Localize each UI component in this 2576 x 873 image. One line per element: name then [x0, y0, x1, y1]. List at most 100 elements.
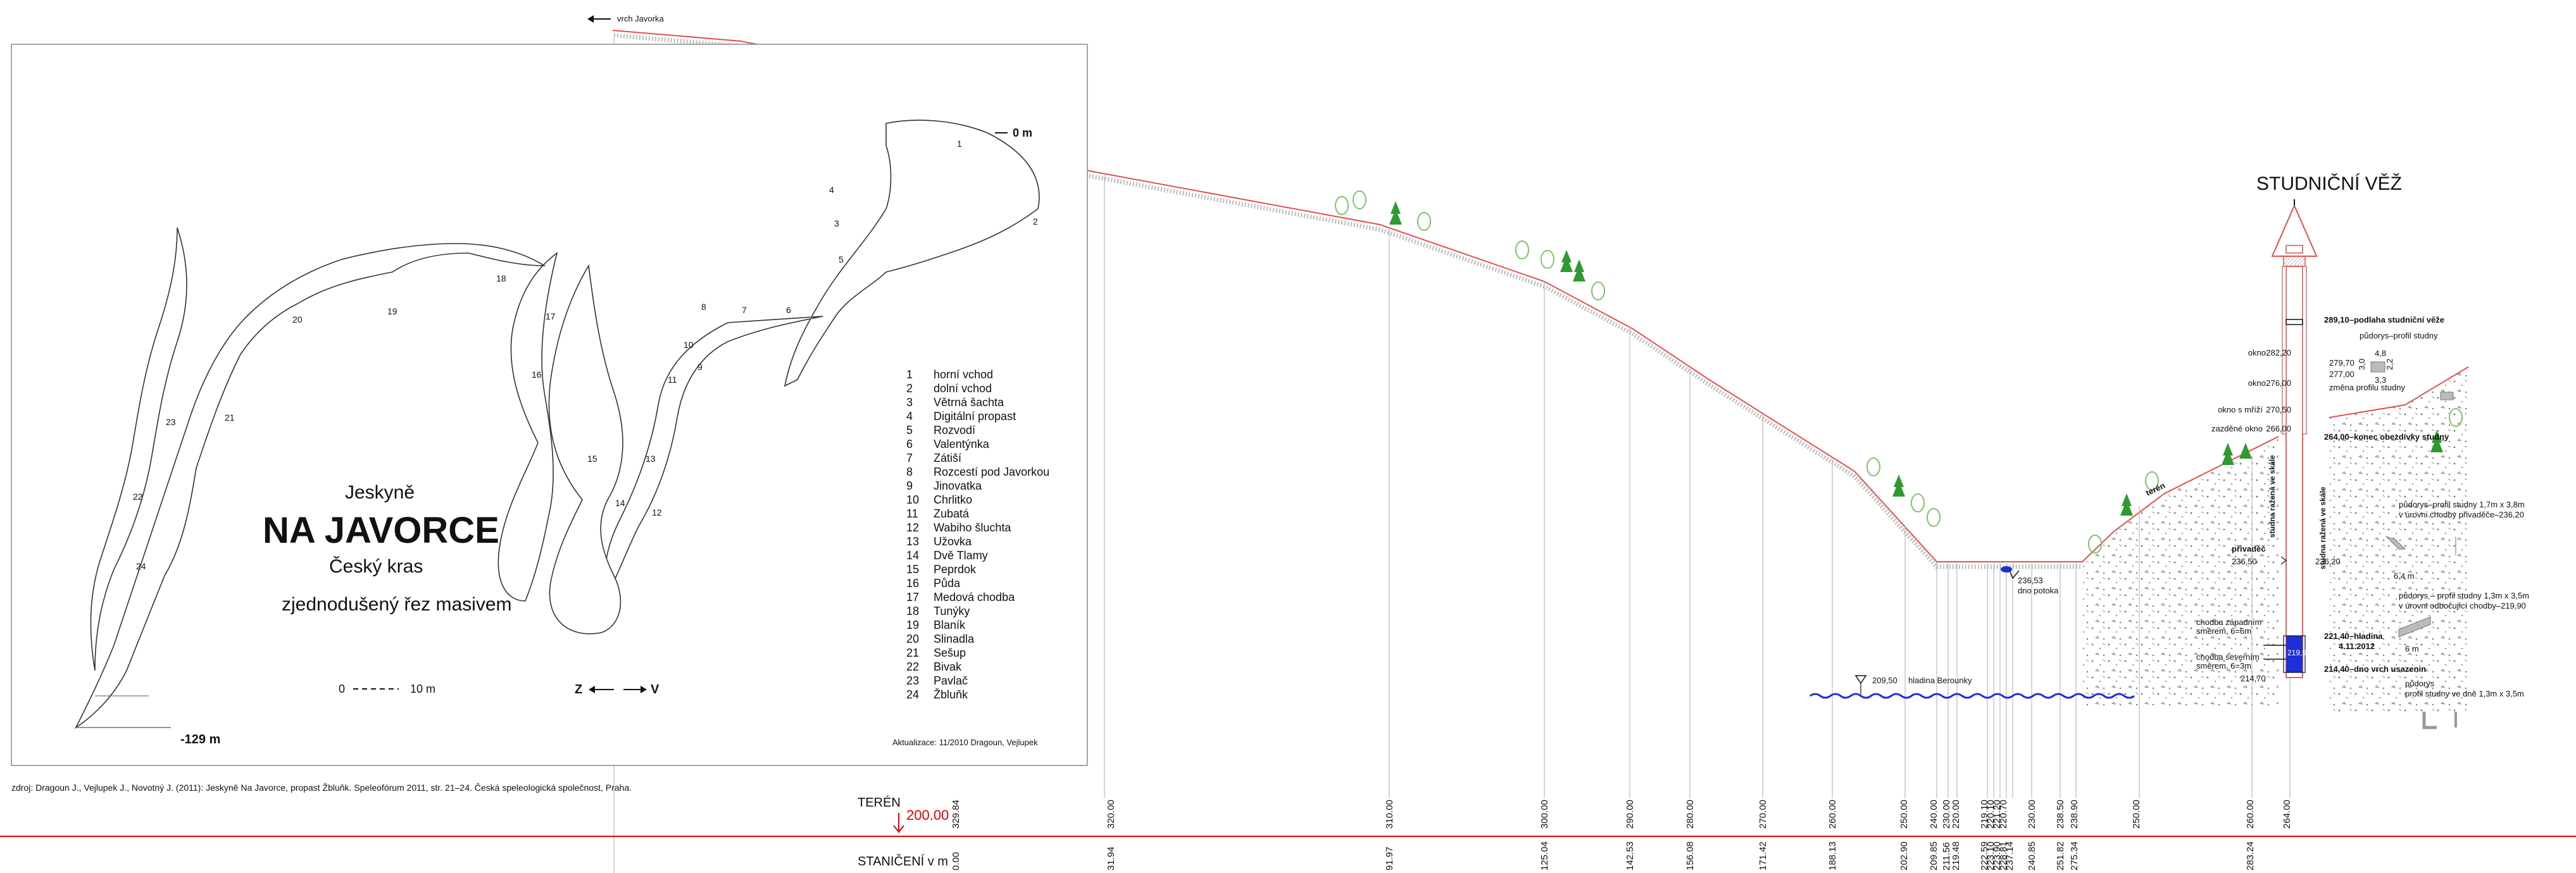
direction-indicator: Z V: [575, 683, 660, 697]
cave-point-11: 11: [668, 375, 677, 385]
direction-left: Z: [575, 683, 582, 697]
brook-value: 236,53: [2018, 576, 2043, 585]
hladina-2: 4.11.2012: [2339, 641, 2375, 651]
cave-label-top: Jeskyně: [345, 482, 415, 503]
legend-text: Zubatá: [934, 507, 970, 520]
legend-num: 8: [906, 466, 913, 478]
end-rect-label: 264,00–konec obezdívky studny: [2324, 432, 2449, 442]
teren-axis-label: TERÉN: [858, 795, 901, 810]
legend-num: 6: [906, 438, 913, 450]
station-label: 125.04: [1539, 841, 1550, 870]
direction-right: V: [651, 683, 660, 697]
legend-num: 15: [906, 563, 919, 576]
legend-text: Slinadla: [934, 633, 975, 645]
cave-point-15: 15: [587, 454, 597, 464]
cave-point-12: 12: [652, 507, 662, 517]
elevation-label: 280.00: [1685, 800, 1696, 829]
cave-point-9: 9: [697, 362, 703, 372]
station-labels: 0.00 31.94 91.97 125.04 142.53 156.08 171.42 18…: [951, 841, 2256, 870]
elevation-label: 329.84: [951, 800, 961, 829]
elevation-labels: 329.84 320.00 310.00 300.00 290.00 280.00 270.…: [951, 800, 2292, 829]
elevation-label: 230.00: [1941, 800, 1952, 829]
legend-text: Wabiho šluchta: [934, 521, 1011, 534]
well-tower: STUDNIČNÍ VĚŽ 219,90 studna ražená ve sk…: [2144, 173, 2529, 729]
cave-point-7: 7: [742, 305, 747, 315]
okno3-value: 270,50: [2266, 405, 2291, 414]
river-level: 209,50 hladina Berounky: [1810, 675, 2135, 699]
cave-point-1: 1: [957, 139, 962, 149]
legend-num: 4: [906, 410, 913, 423]
chodba-north-1: chodba severním: [2196, 652, 2260, 662]
cave-point-13: 13: [646, 454, 656, 464]
legend-num: 2: [906, 382, 913, 395]
okno1-label: okno: [2248, 348, 2266, 357]
station-label: 171.42: [1758, 841, 1768, 870]
station-label: 223.90: [1992, 841, 2003, 870]
elevation-label: 290.00: [1625, 800, 1635, 829]
elevation-label: 250.00: [2131, 800, 2142, 829]
elevation-label: 260.00: [2245, 800, 2256, 829]
privadec-label: přivaděč: [2232, 544, 2265, 554]
zero-mark: 0 m: [995, 127, 1032, 139]
legend-text: Chrlitko: [934, 493, 972, 506]
okno4-value: 266,00: [2266, 424, 2291, 433]
cave-point-3: 3: [834, 218, 839, 228]
legend-text: dolní vchod: [934, 382, 992, 395]
dim-48: 4,8: [2375, 349, 2386, 358]
hladina-1: 221,40–hladina: [2324, 631, 2383, 641]
legend-text: Větrná šachta: [934, 396, 1004, 409]
tower-blue-value: 219,90: [2287, 648, 2311, 657]
elevation-label: 238.90: [2069, 800, 2080, 829]
datum-axis: TERÉN 200.00 STANIČENÍ v m: [0, 795, 2576, 869]
legend-text: Pavlač: [934, 674, 968, 687]
station-label: 142.53: [1625, 841, 1635, 870]
profile-change-label: změna profilu studny: [2329, 383, 2405, 392]
dim-30: 3,0: [2357, 359, 2367, 370]
elevation-label: 220.10: [1985, 800, 1996, 829]
floor-label: 289,10–podlaha studniční věže: [2324, 315, 2444, 325]
elevation-label: 221.20: [1992, 800, 2003, 829]
elevation-label: 264.00: [2282, 800, 2292, 829]
elevation-label: 230.00: [2027, 800, 2037, 829]
v23650: 236,50: [2232, 557, 2257, 566]
dim-33: 3,3: [2375, 375, 2386, 385]
legend-text: Rozvodí: [934, 424, 975, 436]
elevation-label: 220.00: [1951, 800, 1961, 829]
station-label: 251.82: [2055, 841, 2066, 870]
station-label: 209.85: [1929, 841, 1939, 870]
station-label: 31.94: [1106, 846, 1116, 870]
river-value: 209,50: [1872, 676, 1898, 685]
legend-num: 21: [906, 647, 919, 659]
tree-group-3: [1866, 457, 1941, 527]
legend-text: Sešup: [934, 647, 966, 659]
legend-text: Zátiší: [934, 452, 961, 464]
v27700: 277,00: [2329, 369, 2354, 379]
station-label: 223.10: [1985, 841, 1996, 870]
okno1-value: 282,20: [2266, 348, 2291, 357]
cave-subtitle: zjednodušený řez masivem: [282, 594, 512, 615]
pudorys3a: půdorys – profil studny 1,3m x 3,5m: [2399, 591, 2529, 600]
station-label: 275.34: [2069, 841, 2080, 870]
cave-point-20: 20: [292, 314, 303, 325]
legend-text: Užovka: [934, 535, 972, 548]
elevation-label: 260.00: [1827, 800, 1838, 829]
cave-depth: -129 m: [180, 733, 220, 746]
elevation-label: 240.00: [1929, 800, 1939, 829]
cave-point-8: 8: [701, 302, 706, 312]
dim-6a: 6,4 m: [2394, 571, 2415, 581]
v21470: 214,70: [2241, 674, 2266, 683]
tree-group-1: [1335, 190, 1431, 231]
elevation-label: 250.00: [1899, 800, 1910, 829]
okno3-label: okno s mříží: [2218, 405, 2263, 414]
cave-legend: 1 horní vchod 2 dolní vchod 3 Větrná šachta…: [906, 368, 1049, 701]
cave-title: NA JAVORCE: [263, 510, 499, 551]
source-note: zdroj: Dragoun J., Vejlupek J., Novotný …: [11, 783, 632, 793]
cave-point-10: 10: [684, 340, 694, 350]
legend-text: Valentýnka: [934, 438, 990, 450]
legend-num: 10: [906, 493, 919, 506]
station-label: 91.97: [1384, 846, 1395, 870]
pudorys4a: půdorys: [2405, 679, 2435, 688]
elevation-label: 270.00: [1758, 800, 1768, 829]
cave-point-17: 17: [546, 311, 556, 321]
